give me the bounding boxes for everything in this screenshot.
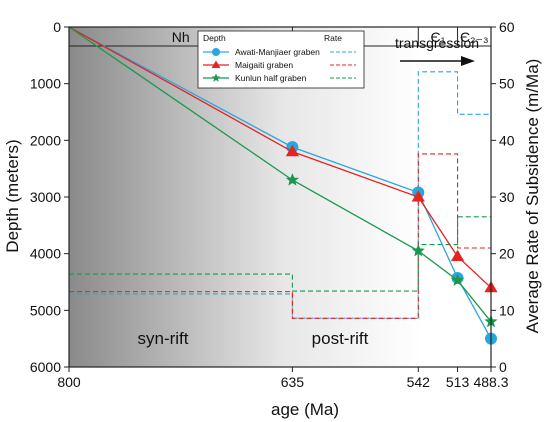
x-tick-label: 488.3 xyxy=(473,374,508,390)
data-point xyxy=(212,48,220,56)
y-tick-label: 5000 xyxy=(30,302,61,318)
y2-tick-label: 20 xyxy=(499,246,515,262)
period-label: Є₂₋₃ xyxy=(460,29,489,45)
data-point xyxy=(211,73,221,82)
y2-tick-label: 50 xyxy=(499,76,515,92)
y2-axis-title: Average Rate of Subsidence (m/Ma) xyxy=(523,59,542,334)
syn-rift-label: syn-rift xyxy=(138,329,189,348)
y-tick-label: 2000 xyxy=(30,132,61,148)
data-point xyxy=(285,173,299,186)
data-point xyxy=(211,60,221,69)
legend: Depth Rate Awati-Manjiaer graben Maigaiti… xyxy=(197,30,365,89)
y-tick-label: 4000 xyxy=(30,246,61,262)
legend-entry: Kunlun half graben xyxy=(235,73,307,83)
transgression-label: transgression xyxy=(395,35,479,51)
data-point xyxy=(285,144,299,157)
x-tick-label: 542 xyxy=(407,374,431,390)
y-axis-title: Depth (meters) xyxy=(3,139,22,252)
y-tick-label: 1000 xyxy=(30,76,61,92)
legend-rate-header: Rate xyxy=(324,33,342,43)
x-axis-title: age (Ma) xyxy=(271,400,339,419)
legend-depth-header: Depth xyxy=(203,33,226,43)
legend-entry: Maigaiti graben xyxy=(235,60,293,70)
period-label: Nh xyxy=(172,29,190,45)
y2-tick-label: 0 xyxy=(499,359,507,375)
post-rift-label: post-rift xyxy=(312,329,369,348)
y-tick-label: 0 xyxy=(53,19,61,35)
x-tick-label: 635 xyxy=(281,374,305,390)
x-tick-label: 800 xyxy=(57,374,81,390)
x-tick-label: 513 xyxy=(446,374,470,390)
data-point xyxy=(411,190,425,202)
axes: 800 635 542 513 488.301000200030004000500060… xyxy=(30,19,515,390)
transgression-arrow xyxy=(400,56,475,66)
y2-tick-label: 30 xyxy=(499,189,515,205)
y2-tick-label: 60 xyxy=(499,19,515,35)
data-point xyxy=(411,243,425,257)
period-band: NhZЄ₁Є₂₋₃ xyxy=(69,27,491,47)
period-label: Є₁ xyxy=(431,29,446,45)
y-tick-label: 3000 xyxy=(30,189,61,205)
data-point xyxy=(451,273,465,286)
y2-tick-label: 40 xyxy=(499,132,515,148)
rate-line xyxy=(69,216,491,292)
data-point xyxy=(450,249,465,262)
y-tick-label: 6000 xyxy=(30,359,61,375)
legend-entry: Awati-Manjiaer graben xyxy=(235,47,320,57)
depth-lines xyxy=(68,26,498,345)
y2-tick-label: 10 xyxy=(499,302,515,318)
